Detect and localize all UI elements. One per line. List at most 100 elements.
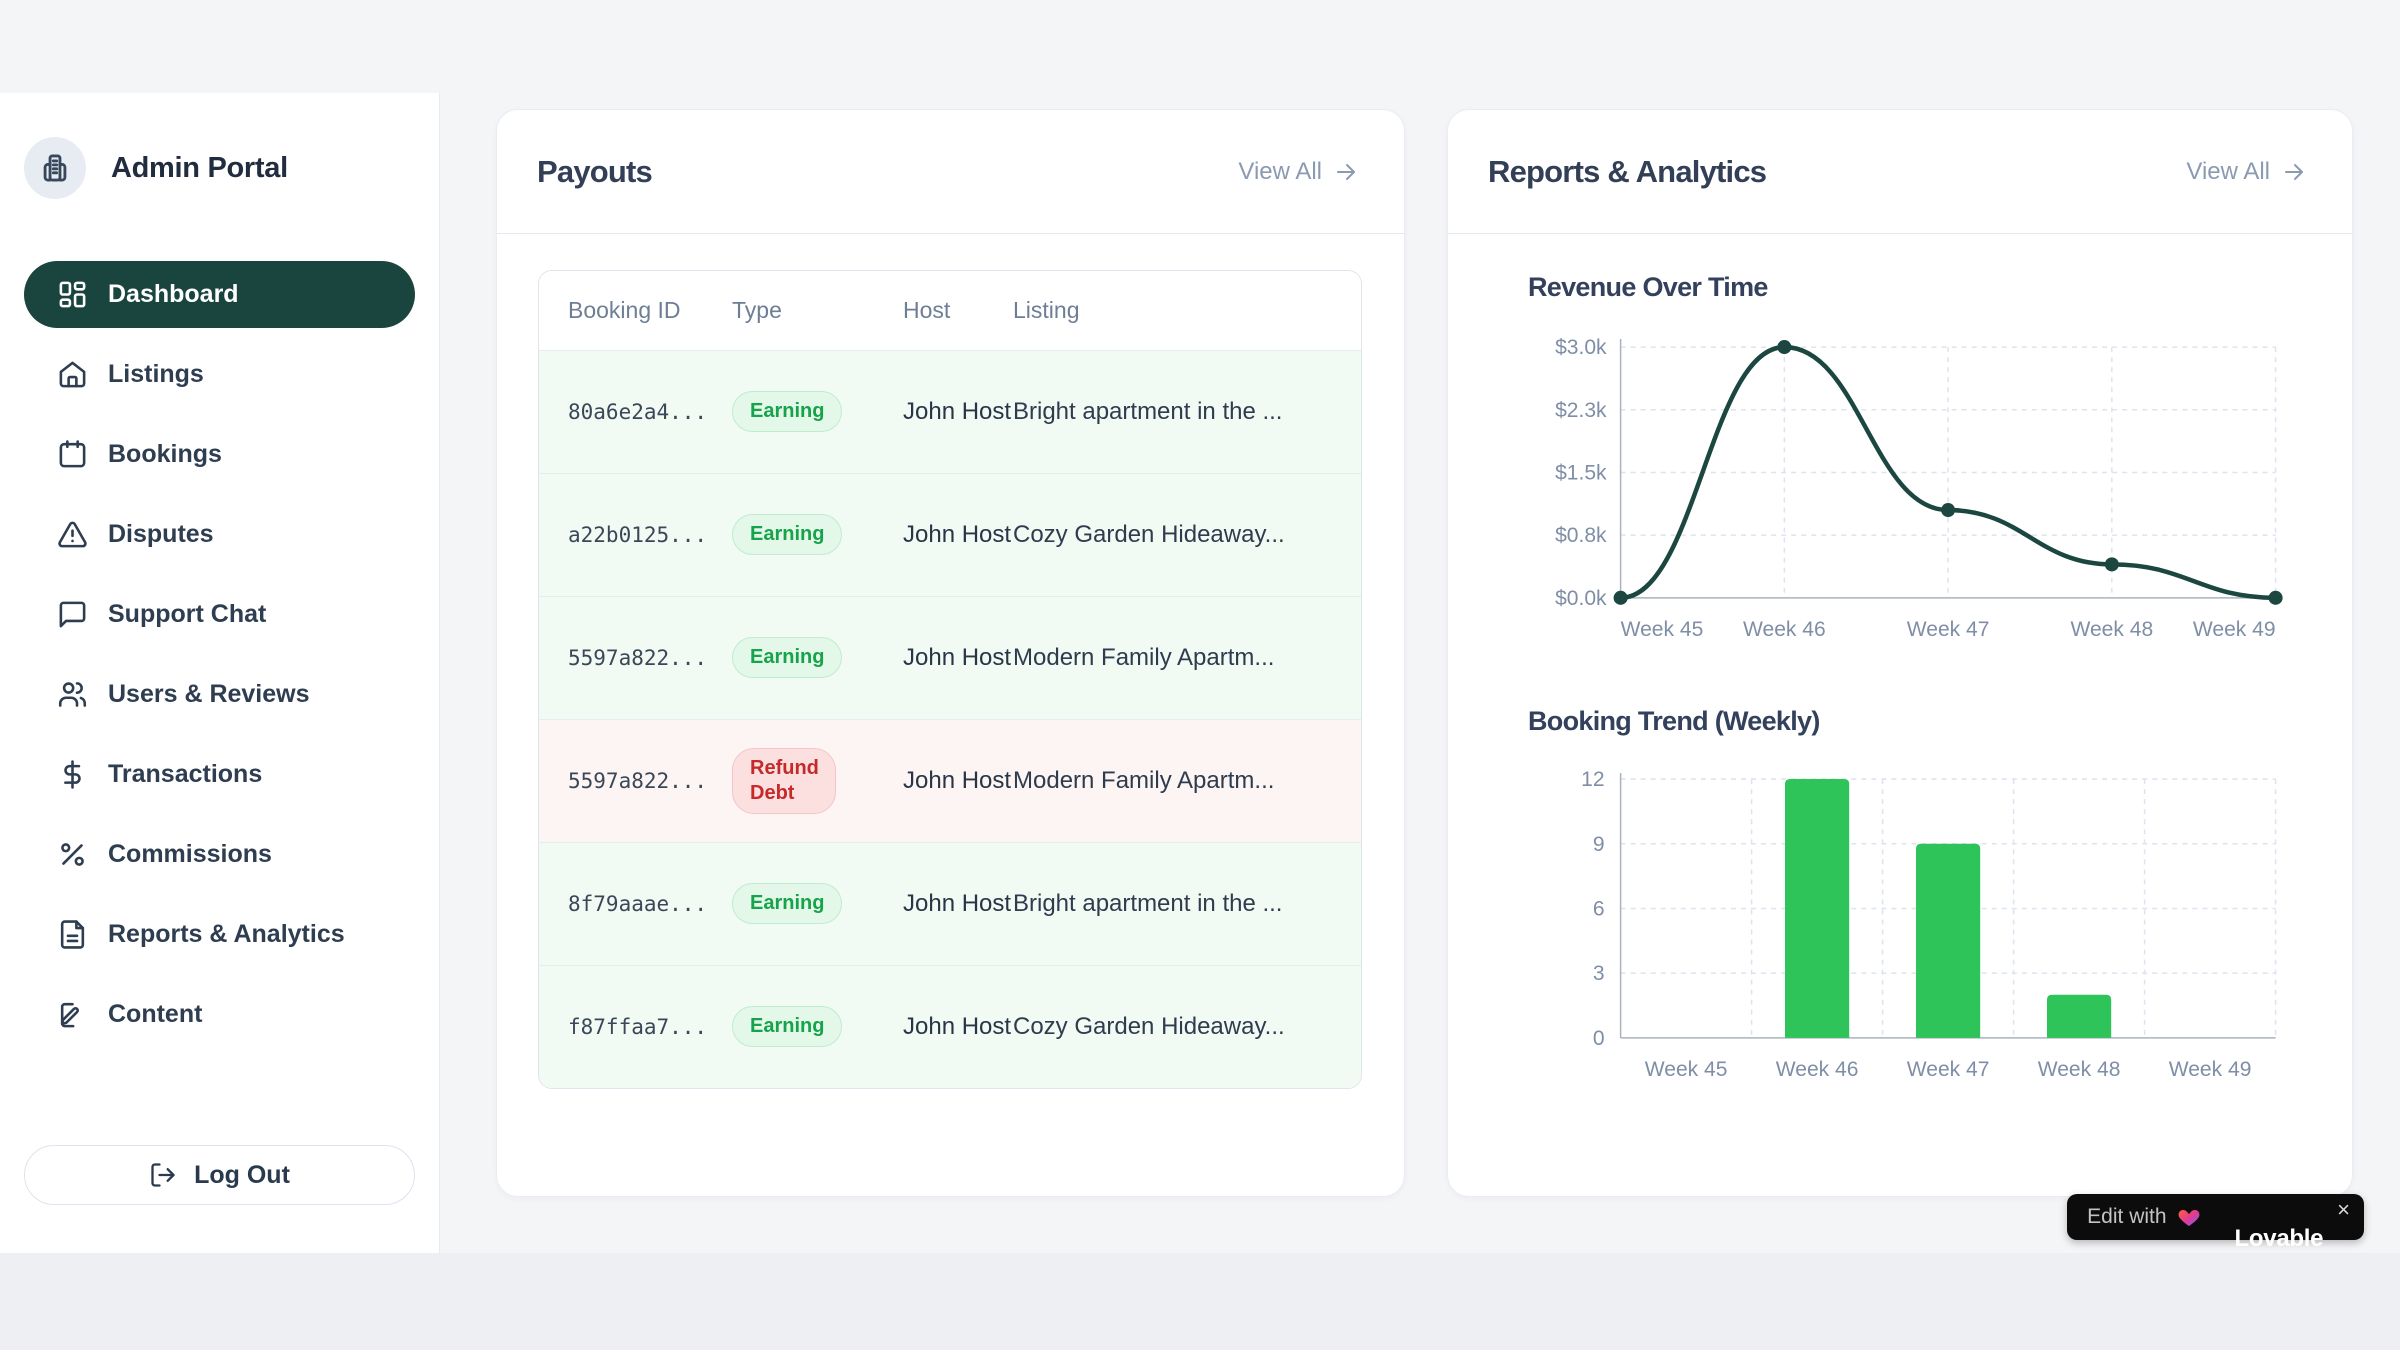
sidebar-item-label: Reports & Analytics [108,920,345,948]
payouts-table: Booking ID Type Host Listing 80a6e2a4... Ea… [538,270,1362,1089]
listing-cell: Modern Family Apartm... [1013,766,1275,794]
svg-text:0: 0 [1593,1027,1605,1050]
sidebar-nav: Dashboard Listings Bookings Disputes Support… [0,261,439,1061]
svg-text:$1.5k: $1.5k [1555,461,1607,484]
bottom-strip [0,1253,2400,1350]
payout-row[interactable]: 80a6e2a4... Earning John Host Bright apa… [539,350,1361,473]
payouts-view-all-link[interactable]: View All [1238,158,1358,186]
svg-text:Week 46: Week 46 [1743,618,1826,641]
booking-id-cell: f87ffaa7... [568,1014,708,1039]
logout-label: Log Out [194,1160,290,1189]
file-pen-icon [57,999,88,1030]
booking-id-cell: a22b0125... [568,522,708,547]
svg-text:$3.0k: $3.0k [1555,336,1607,359]
type-cell: Earning [732,350,903,473]
reports-title: Reports & Analytics [1488,153,1767,189]
building-icon [24,137,86,199]
revenue-line-chart: $0.0k $0.8k $1.5k $2.3k $3.0k Week 45 Week 46 W… [1555,336,2283,641]
sidebar-item-bookings[interactable]: Bookings [24,421,415,488]
users-icon [57,679,88,710]
payouts-title: Payouts [537,153,653,189]
booking-id-cell: 5597a822... [568,645,708,670]
column-header: Booking ID [539,271,732,351]
type-badge: Earning [732,637,843,678]
sidebar-item-label: Listings [108,360,204,388]
booking-id-cell: 5597a822... [568,768,708,793]
home-icon [57,359,88,390]
host-cell: John Host [903,889,1012,917]
sidebar-item-content[interactable]: Content [24,981,415,1048]
type-badge: Earning [732,514,843,555]
svg-text:Week 48: Week 48 [2071,618,2154,641]
calendar-icon [57,439,88,470]
arrow-right-icon [2282,160,2306,184]
column-header: Listing [1013,271,1361,351]
sidebar-item-label: Content [108,1000,203,1028]
booking-bar-chart: 0 3 6 9 12 Week 45 Week 46 Week 47 Week 48 Week 4… [1581,768,2277,1081]
svg-text:Week 45: Week 45 [1621,618,1704,641]
sidebar-item-label: Disputes [108,520,214,548]
dashboard-grid-icon [57,279,88,310]
sidebar-item-reports-analytics[interactable]: Reports & Analytics [24,901,415,968]
host-cell: John Host [903,643,1012,671]
revenue-chart-title: Revenue Over Time [1528,272,1768,302]
svg-text:Week 47: Week 47 [1907,1058,1990,1081]
payout-row[interactable]: 5597a822... Refund Debt John Host Modern… [539,719,1361,842]
sidebar-item-users-reviews[interactable]: Users & Reviews [24,661,415,728]
svg-text:6: 6 [1593,897,1605,920]
reports-view-all-link[interactable]: View All [2186,158,2306,186]
svg-text:Week 47: Week 47 [1907,618,1990,641]
sidebar: Admin Portal Dashboard Listings Bookings Di… [0,93,440,1253]
column-header: Host [903,271,1013,351]
lovable-brand-label: Lovable [2234,1225,2324,1252]
payout-row[interactable]: 5597a822... Earning John Host Modern Fam… [539,596,1361,719]
sidebar-item-listings[interactable]: Listings [24,341,415,408]
type-cell: Earning [732,473,903,596]
logout-button[interactable]: Log Out [24,1145,415,1205]
listing-cell: Modern Family Apartm... [1013,643,1275,671]
svg-text:Week 49: Week 49 [2169,1058,2252,1081]
sidebar-item-label: Support Chat [108,600,267,628]
payout-row[interactable]: f87ffaa7... Earning John Host Cozy Garde… [539,965,1361,1088]
sidebar-item-support-chat[interactable]: Support Chat [24,581,415,648]
payouts-card: Payouts View All Booking ID Type Host Listi… [496,109,1405,1197]
sidebar-item-commissions[interactable]: Commissions [24,821,415,888]
logout-icon [149,1161,177,1189]
host-cell: John Host [903,520,1012,548]
svg-text:3: 3 [1593,962,1605,985]
booking-id-cell: 8f79aaae... [568,891,708,916]
sidebar-item-label: Users & Reviews [108,680,310,708]
percent-icon [57,839,88,870]
dollar-sign-icon [57,759,88,790]
sidebar-item-label: Commissions [108,840,272,868]
type-badge: Earning [732,883,843,924]
brand-title: Admin Portal [111,151,288,184]
arrow-right-icon [1334,160,1358,184]
type-cell: Earning [732,965,903,1088]
reports-card: Reports & Analytics View All Revenue Ove… [1447,109,2353,1197]
type-badge: Refund Debt [732,747,836,814]
type-badge: Earning [732,1006,843,1048]
listing-cell: Bright apartment in the ... [1013,397,1283,425]
table-header-row: Booking ID Type Host Listing [539,271,1361,351]
edit-with-lovable-badge[interactable]: Edit with Lovable × [2067,1194,2364,1252]
sidebar-item-disputes[interactable]: Disputes [24,501,415,568]
type-cell: Earning [732,596,903,719]
payout-row[interactable]: a22b0125... Earning John Host Cozy Garde… [539,473,1361,596]
svg-text:Week 46: Week 46 [1776,1058,1859,1081]
svg-text:Week 49: Week 49 [2193,618,2276,641]
sidebar-item-transactions[interactable]: Transactions [24,741,415,808]
host-cell: John Host [903,397,1012,425]
sidebar-item-dashboard[interactable]: Dashboard [24,261,415,328]
file-text-icon [57,919,88,950]
payout-row[interactable]: 8f79aaae... Earning John Host Bright apa… [539,842,1361,965]
lovable-heart-icon [2177,1205,2201,1229]
host-cell: John Host [903,1012,1012,1040]
message-square-icon [57,599,88,630]
listing-cell: Cozy Garden Hideaway... [1013,1012,1285,1040]
svg-text:$0.0k: $0.0k [1555,587,1607,610]
booking-chart-title: Booking Trend (Weekly) [1528,706,1820,736]
brand: Admin Portal [24,137,439,199]
close-icon[interactable]: × [2337,1197,2350,1222]
booking-id-cell: 80a6e2a4... [568,399,708,424]
